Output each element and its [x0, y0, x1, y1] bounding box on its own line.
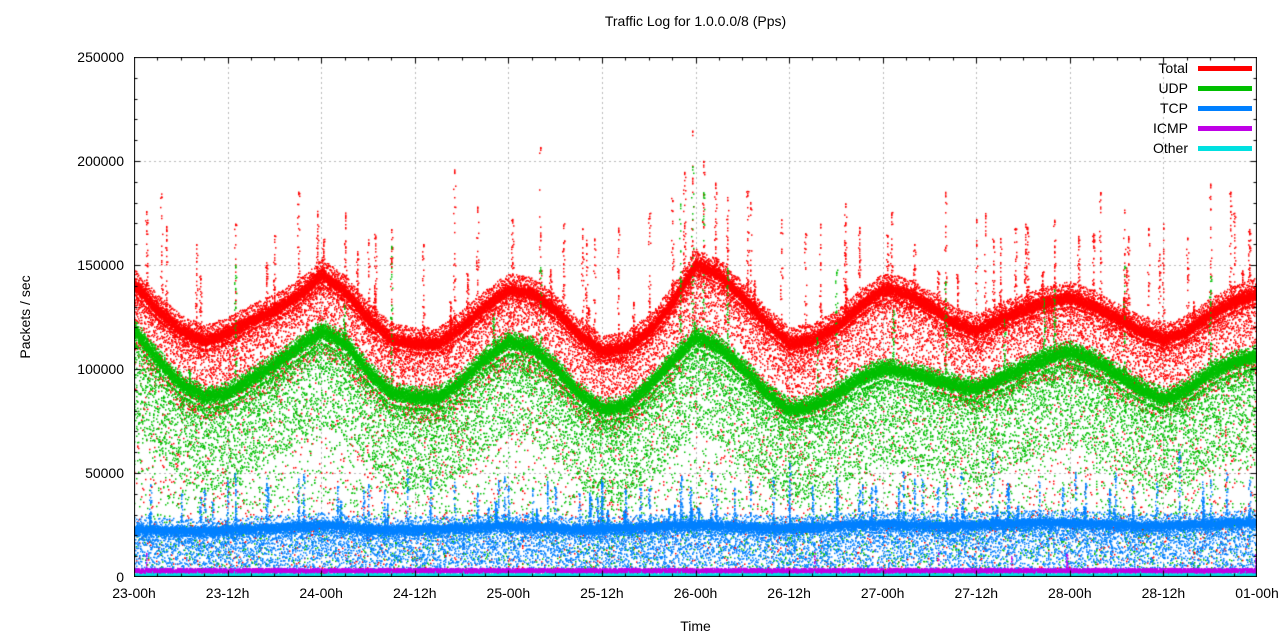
legend-label-total: Total — [1158, 60, 1188, 76]
x-tick-label: 27-00h — [860, 585, 905, 601]
legend-label-udp: UDP — [1158, 80, 1188, 96]
legend-swatch-udp — [1198, 85, 1252, 91]
x-tick-label: 26-00h — [673, 585, 718, 601]
y-tick-label: 200000 — [77, 153, 124, 169]
y-axis-title: Packets / sec — [17, 275, 33, 359]
y-tick-label: 0 — [116, 569, 124, 585]
y-tick-label: 50000 — [85, 465, 124, 481]
chart-title: Traffic Log for 1.0.0.0/8 (Pps) — [604, 13, 787, 29]
y-tick-label: 250000 — [77, 49, 124, 65]
legend-row-tcp: TCP — [1160, 99, 1252, 117]
x-tick-label: 23-12h — [205, 585, 250, 601]
x-tick-label: 25-00h — [486, 585, 531, 601]
x-tick-label: 24-12h — [392, 585, 437, 601]
legend-label-tcp: TCP — [1160, 100, 1188, 116]
legend-label-other: Other — [1152, 140, 1188, 156]
x-tick-label: 28-00h — [1048, 585, 1092, 601]
plot-area — [134, 57, 1257, 577]
legend-row-total: Total — [1158, 59, 1252, 77]
legend-row-udp: UDP — [1158, 79, 1252, 97]
legend-swatch-tcp — [1198, 105, 1252, 111]
legend-swatch-icmp — [1198, 125, 1252, 131]
x-tick-label: 26-12h — [767, 585, 811, 601]
y-tick-label: 150000 — [77, 257, 124, 273]
legend-swatch-total — [1198, 65, 1252, 71]
legend-row-other: Other — [1153, 139, 1252, 157]
x-tick-label: 23-00h — [112, 585, 156, 601]
x-tick-label: 25-12h — [580, 585, 624, 601]
x-tick-label: 27-12h — [954, 585, 999, 601]
x-axis-title: Time — [680, 618, 711, 634]
x-tick-label: 28-12h — [1141, 585, 1186, 601]
x-tick-label: 24-00h — [299, 585, 343, 601]
y-tick-label: 100000 — [77, 361, 124, 377]
legend-label-icmp: ICMP — [1153, 120, 1188, 136]
x-tick-label: 01-00h — [1235, 585, 1279, 601]
legend-row-icmp: ICMP — [1153, 119, 1252, 137]
legend-swatch-other — [1198, 145, 1252, 151]
